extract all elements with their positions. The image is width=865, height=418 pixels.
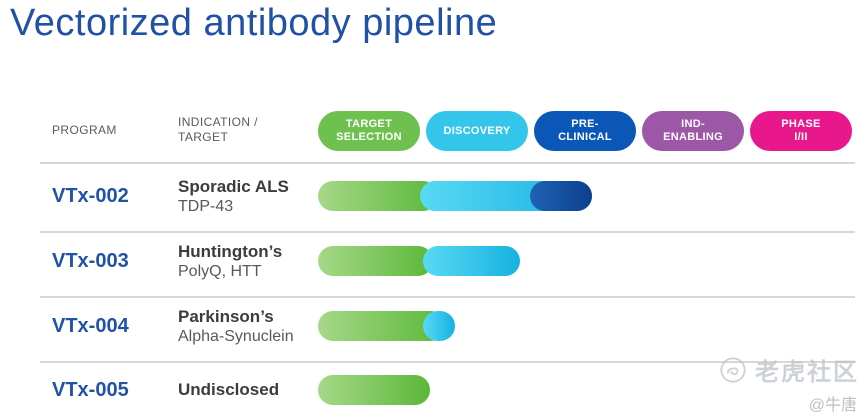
row-divider bbox=[40, 361, 855, 363]
column-header-indication: INDICATION / TARGET bbox=[178, 115, 258, 144]
row-divider bbox=[40, 296, 855, 298]
phase-badge-discovery: DISCOVERY bbox=[426, 111, 528, 151]
bar-segment-discovery bbox=[423, 246, 520, 276]
phase-badge-phase-i-ii: PHASE I/II bbox=[750, 111, 852, 151]
indication-block: Parkinson’s Alpha-Synuclein bbox=[178, 307, 294, 347]
phase-badge-pre-clinical: PRE- CLINICAL bbox=[534, 111, 636, 151]
bar-segment-pre-clinical bbox=[530, 181, 592, 211]
indication-block: Huntington’s PolyQ, HTT bbox=[178, 242, 282, 282]
indication-name: Undisclosed bbox=[178, 380, 280, 399]
row-divider bbox=[40, 162, 855, 164]
indication-name: Huntington’s bbox=[178, 242, 283, 261]
target-name: Alpha-Synuclein bbox=[178, 328, 294, 345]
column-header-program: PROGRAM bbox=[52, 123, 117, 137]
program-name: VTx-005 bbox=[52, 379, 129, 401]
watermark-username: @牛唐 bbox=[808, 397, 857, 414]
page-title: Vectorized antibody pipeline bbox=[10, 2, 498, 44]
phase-badge-row: TARGET SELECTION DISCOVERY PRE- CLINICAL… bbox=[318, 111, 852, 151]
bar-segment-target-selection bbox=[318, 181, 438, 211]
tiger-logo-icon bbox=[719, 356, 747, 384]
indication-name: Sporadic ALS bbox=[178, 177, 289, 196]
watermark-community-name: 老虎社区 bbox=[755, 359, 859, 386]
program-name: VTx-004 bbox=[52, 315, 129, 337]
phase-badge-ind-enabling: IND- ENABLING bbox=[642, 111, 744, 151]
program-name: VTx-003 bbox=[52, 250, 129, 272]
indication-name: Parkinson’s bbox=[178, 307, 274, 326]
bar-segment-discovery bbox=[423, 311, 455, 341]
row-divider bbox=[40, 231, 855, 233]
bar-segment-target-selection bbox=[318, 375, 430, 405]
phase-badge-target-selection: TARGET SELECTION bbox=[318, 111, 420, 151]
target-name: TDP-43 bbox=[178, 198, 234, 215]
indication-block: Sporadic ALS TDP-43 bbox=[178, 177, 289, 217]
indication-block: Undisclosed bbox=[178, 380, 279, 400]
program-name: VTx-002 bbox=[52, 185, 129, 207]
target-name: PolyQ, HTT bbox=[178, 263, 262, 280]
watermark: 老虎社区 @牛唐 bbox=[689, 352, 859, 415]
bar-segment-target-selection bbox=[318, 246, 433, 276]
